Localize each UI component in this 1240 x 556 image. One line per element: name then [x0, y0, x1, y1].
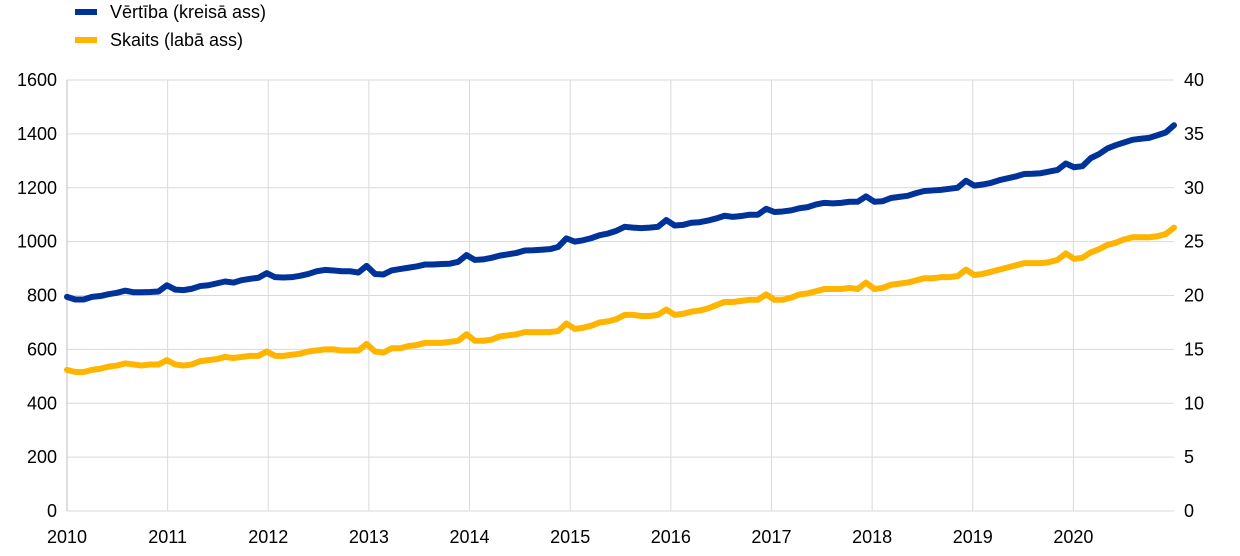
x-tick-label: 2015 [550, 527, 590, 547]
right-y-tick-label: 15 [1184, 339, 1204, 359]
left-y-tick-label: 0 [47, 501, 57, 521]
left-axis-tick-labels: 0 200 400 600 800 1000 1200 1400 1600 [17, 70, 57, 521]
series-lines [64, 122, 1177, 375]
x-axis-tick-labels: 2010 2011 2012 2013 2014 2015 2016 2017 2018 2019… [47, 527, 1093, 547]
x-tick-label: 2018 [852, 527, 892, 547]
x-tick-label: 2017 [751, 527, 791, 547]
left-y-tick-label: 1200 [17, 178, 57, 198]
right-y-tick-label: 20 [1184, 286, 1204, 306]
series-line-2 [64, 224, 1177, 375]
x-tick-label: 2010 [47, 527, 87, 547]
gridlines [67, 79, 1174, 512]
x-tick-label: 2013 [349, 527, 389, 547]
right-axis-tick-labels: 0 5 10 15 20 25 30 35 40 [1184, 70, 1204, 521]
legend-label: Vērtība (kreisā ass) [110, 2, 266, 22]
x-tick-label: 2020 [1053, 527, 1093, 547]
left-y-tick-label: 600 [27, 339, 57, 359]
x-tick-label: 2016 [651, 527, 691, 547]
left-y-tick-label: 400 [27, 393, 57, 413]
x-tick-label: 2014 [450, 527, 490, 547]
series-line-1 [64, 122, 1177, 303]
right-y-tick-label: 0 [1184, 501, 1194, 521]
x-tick-label: 2012 [248, 527, 288, 547]
right-y-tick-label: 5 [1184, 447, 1194, 467]
left-y-tick-label: 200 [27, 447, 57, 467]
x-tick-label: 2019 [953, 527, 993, 547]
right-y-tick-label: 10 [1184, 393, 1204, 413]
legend: Vērtība (kreisā ass) Skaits (labā ass) [75, 2, 266, 50]
right-y-tick-label: 40 [1184, 70, 1204, 90]
left-y-tick-label: 1000 [17, 232, 57, 252]
left-y-tick-label: 1600 [17, 70, 57, 90]
x-tick-label: 2011 [148, 527, 187, 547]
right-y-tick-label: 35 [1184, 124, 1204, 144]
right-y-tick-label: 25 [1184, 232, 1204, 252]
left-y-tick-label: 800 [27, 286, 57, 306]
legend-label: Skaits (labā ass) [110, 30, 243, 50]
right-y-tick-label: 30 [1184, 178, 1204, 198]
left-y-tick-label: 1400 [17, 124, 57, 144]
